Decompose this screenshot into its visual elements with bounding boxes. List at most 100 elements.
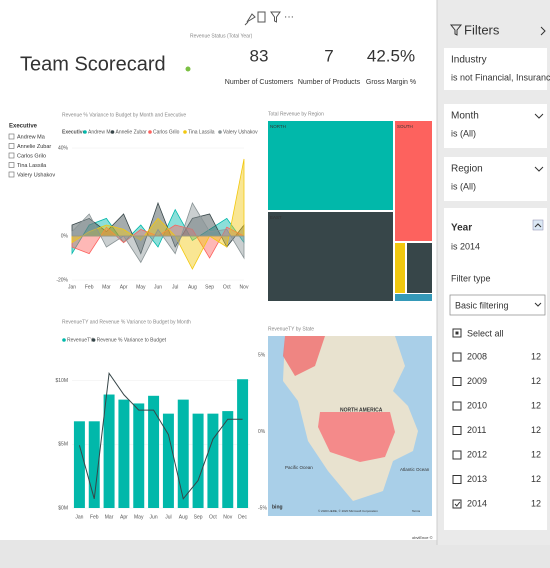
bar[interactable] [162, 413, 174, 508]
filter-card[interactable] [444, 104, 547, 148]
legend-label[interactable]: Valery Ushakov [223, 129, 258, 135]
x-tick-label: Jun [154, 284, 162, 290]
checkbox[interactable] [452, 377, 462, 386]
year-count: 12 [531, 474, 541, 484]
year-option[interactable]: 2009 [467, 376, 487, 386]
x-tick-label: Aug [179, 514, 188, 520]
x-tick-label: Jul [165, 514, 171, 520]
copy-icon[interactable] [257, 11, 266, 23]
y-tick-label: $5M [58, 442, 68, 448]
filter-icon[interactable] [270, 11, 281, 23]
collapse-button[interactable] [540, 26, 546, 36]
x-tick-label: Mar [105, 514, 114, 520]
checkbox[interactable] [8, 152, 15, 159]
checkbox[interactable] [452, 450, 462, 460]
treemap-title: Total Revenue by Region [268, 111, 324, 117]
map-terms[interactable]: Terms [412, 509, 421, 513]
expand-chevron[interactable] [534, 113, 544, 119]
x-tick-label: Sep [194, 514, 203, 520]
year-option[interactable]: 2008 [467, 351, 487, 361]
year-count: 12 [531, 376, 541, 386]
x-tick-label: Jan [75, 514, 83, 520]
collapse-chevron [534, 223, 542, 228]
kpi-label: Gross Margin % [366, 79, 416, 86]
legend-label[interactable]: Andrew Ma [88, 129, 114, 135]
region-fill [283, 336, 325, 376]
checkbox[interactable] [452, 401, 462, 411]
slicer-item[interactable]: Andrew Ma [17, 134, 46, 140]
legend-label[interactable]: Carlos Grilo [153, 129, 180, 135]
map[interactable]: NORTH AMERICA Pacific Ocean Atlantic Oce… [268, 336, 432, 516]
x-tick-label: Apr [120, 284, 128, 290]
checkbox[interactable] [452, 426, 462, 435]
x-tick-label: Feb [90, 514, 99, 520]
dropdown[interactable] [449, 294, 546, 316]
filter-state: is 2014 [451, 241, 480, 251]
legend-marker [110, 130, 115, 134]
checkbox[interactable] [8, 133, 15, 140]
bar[interactable] [177, 399, 189, 508]
year-option[interactable]: 2012 [467, 449, 487, 459]
bar[interactable] [133, 403, 145, 508]
expand-chevron[interactable] [534, 166, 544, 172]
tile[interactable] [395, 121, 432, 241]
checkbox[interactable] [452, 475, 462, 484]
slicer-item[interactable]: Tina Lassila [17, 163, 47, 169]
y-tick-label: $0M [58, 505, 68, 511]
checkbox[interactable] [8, 143, 15, 149]
tile[interactable] [395, 294, 432, 301]
tile[interactable] [395, 243, 405, 293]
bar[interactable] [118, 399, 130, 508]
bar[interactable] [222, 411, 234, 508]
filter-field: Month [451, 111, 479, 122]
y2-tick-label: -5% [258, 505, 267, 511]
tile[interactable] [407, 243, 432, 293]
slicer-item[interactable]: Valery Ushakov [17, 172, 55, 178]
year-option[interactable]: 2014 [467, 498, 487, 508]
bar[interactable] [148, 395, 160, 508]
bar[interactable] [207, 413, 219, 508]
year-option[interactable]: 2013 [467, 474, 487, 484]
slicer-item[interactable]: Carlos Grilo [17, 153, 46, 159]
checkbox[interactable] [452, 499, 462, 509]
filter-field: Region [451, 164, 483, 175]
visual-hint: Revenue Status (Total Year) [190, 33, 253, 39]
visual-toolbar[interactable]: ··· [244, 11, 294, 26]
year-option[interactable]: 2011 [467, 425, 486, 435]
more-icon[interactable]: ··· [284, 12, 294, 23]
kpi-label: Number of Customers [225, 79, 294, 86]
year-count: 12 [531, 449, 541, 459]
collapse-box[interactable] [532, 219, 544, 231]
bar[interactable] [73, 421, 85, 508]
x-tick-label: Feb [85, 284, 94, 290]
legend-label[interactable]: RevenueTY [67, 337, 94, 343]
x-tick-label: Dec [238, 514, 247, 520]
slicer-title: Executive [9, 124, 38, 130]
slicer-item[interactable]: Annelie Zubar [17, 144, 51, 150]
bar[interactable] [192, 413, 204, 508]
bar[interactable] [237, 379, 249, 508]
filter-card[interactable] [444, 157, 547, 201]
legend-label[interactable]: Annelie Zubar [116, 129, 147, 135]
tile[interactable] [268, 121, 393, 210]
bar[interactable] [88, 421, 100, 508]
y2-tick-label: 0% [258, 429, 266, 435]
year-option[interactable]: 2010 [467, 400, 487, 410]
checkbox[interactable] [8, 171, 15, 178]
pin-icon[interactable] [244, 13, 256, 26]
filter-state: is not Financial, Insurance,... [451, 72, 550, 82]
select-all[interactable]: Select all [467, 328, 504, 338]
checkbox[interactable] [8, 162, 15, 168]
legend-marker [148, 130, 152, 134]
series-line [78, 371, 243, 500]
series-area [71, 158, 245, 270]
bar[interactable] [103, 394, 115, 508]
checkbox[interactable] [452, 352, 462, 362]
dropdown-value: Basic filtering [455, 300, 509, 310]
legend-label[interactable]: Revenue % Variance to Budget [97, 337, 167, 343]
kpi-value: 7 [324, 46, 333, 65]
filter-card[interactable] [444, 48, 547, 90]
filter-field: Year [451, 223, 472, 234]
tile[interactable] [268, 212, 393, 301]
legend-label[interactable]: Tina Lassila [188, 129, 215, 135]
